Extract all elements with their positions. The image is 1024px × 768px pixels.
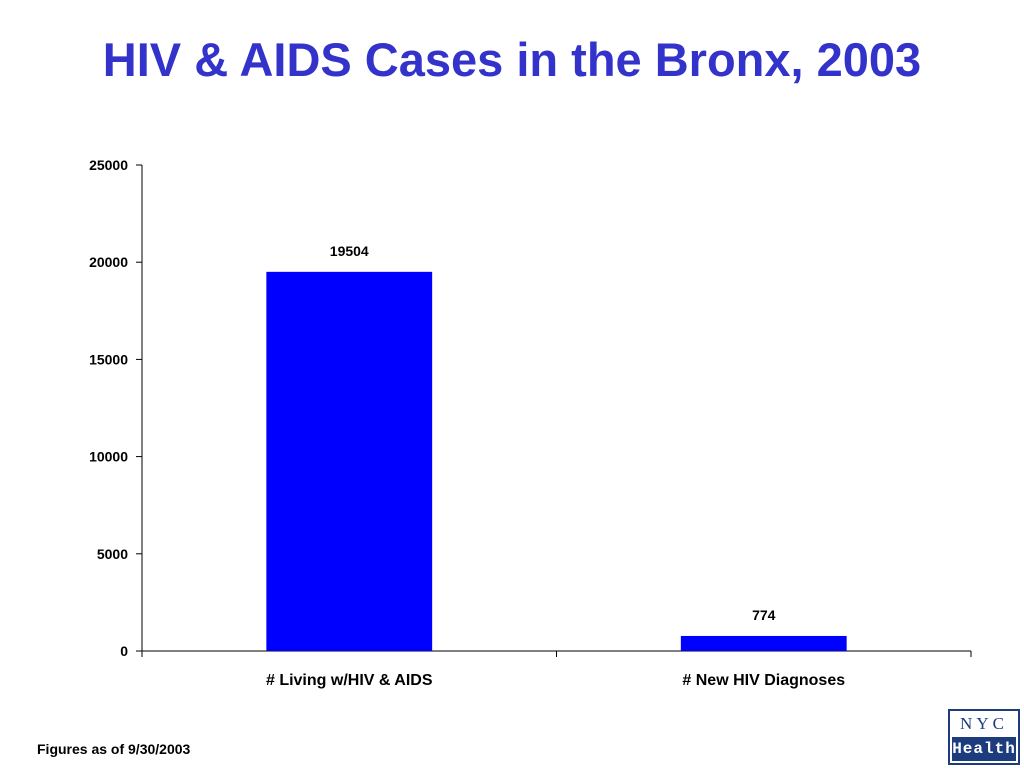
x-tick-label: # Living w/HIV & AIDS [266, 672, 433, 689]
data-label: 19504 [330, 243, 369, 259]
nyc-health-logo: NYC Health [948, 709, 1020, 765]
y-tick-label: 20000 [89, 254, 128, 270]
chart-title: HIV & AIDS Cases in the Bronx, 2003 [102, 33, 922, 86]
logo-top-text: NYC [960, 714, 1008, 733]
y-tick-label: 0 [120, 643, 128, 659]
y-tick-label: 15000 [89, 351, 128, 367]
y-tick-label: 25000 [89, 157, 128, 173]
bar-2 [680, 635, 847, 651]
footnote: Figures as of 9/30/2003 [37, 741, 191, 757]
y-tick-label: 5000 [97, 546, 128, 562]
y-tick-label: 10000 [89, 449, 128, 465]
x-tick-label: # New HIV Diagnoses [682, 672, 845, 689]
bar-1 [266, 271, 433, 651]
logo-bottom-text: Health [952, 737, 1016, 761]
data-label: 774 [752, 607, 776, 623]
